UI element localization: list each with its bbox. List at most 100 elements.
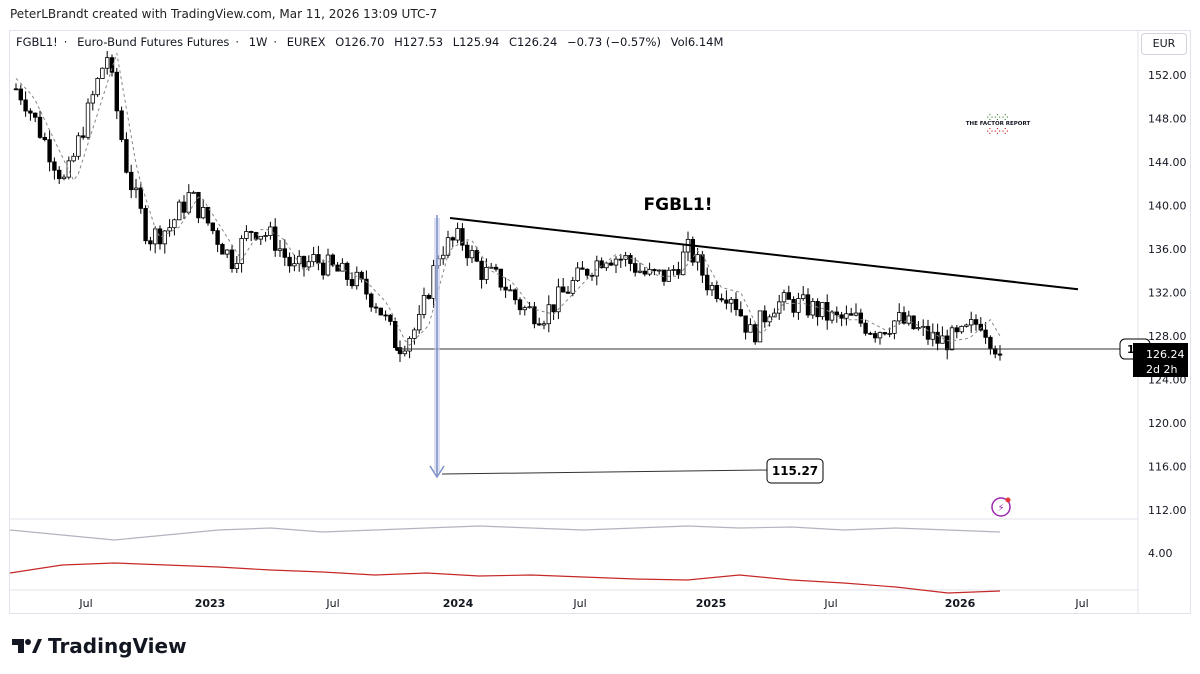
candle-body — [580, 267, 585, 270]
candle-body — [128, 171, 134, 191]
x-tick-label: Jul — [325, 597, 339, 610]
y-tick-label: 112.00 — [1148, 504, 1187, 517]
candle-body — [863, 322, 868, 334]
legend-close: C126.24 — [509, 35, 558, 49]
candle-body — [388, 314, 393, 322]
candle-body — [52, 161, 57, 171]
candle-body — [647, 269, 652, 275]
candle-body — [61, 176, 67, 180]
x-tick-label: Jul — [1074, 597, 1088, 610]
candle-body — [215, 230, 220, 245]
candle-body — [594, 260, 599, 277]
candle-body — [561, 286, 566, 293]
candle-body — [796, 298, 801, 313]
candle-body — [200, 207, 206, 219]
candle-body — [815, 300, 820, 318]
chart-credit: PeterLBrandt created with TradingView.co… — [10, 7, 438, 21]
candle-body — [311, 254, 316, 263]
tradingview-logo-icon — [12, 639, 42, 653]
candle-body — [633, 263, 638, 273]
x-tick-label: 2025 — [696, 597, 727, 610]
candle-body — [801, 294, 806, 299]
candle-body — [642, 270, 647, 275]
candle-body — [877, 332, 883, 339]
candle-body — [210, 222, 215, 232]
candle-body — [829, 311, 835, 321]
candle-body — [81, 135, 86, 138]
candle-body — [176, 201, 182, 221]
candle-body — [450, 237, 455, 241]
candle-body — [964, 324, 969, 327]
candle-body — [325, 254, 331, 276]
candle-body — [853, 312, 859, 316]
x-tick-label: Jul — [823, 597, 837, 610]
candle-body — [23, 99, 28, 112]
candle-body — [28, 110, 33, 114]
candle-body — [196, 191, 201, 219]
candle-body — [148, 240, 153, 245]
candle-body — [839, 314, 844, 319]
legend-low: L125.94 — [452, 35, 500, 49]
candle-body — [810, 300, 815, 316]
candle-body — [575, 267, 580, 281]
candle-body — [316, 254, 321, 264]
candle-body — [901, 312, 907, 324]
candle-body — [695, 254, 700, 263]
candle-body — [949, 327, 955, 351]
y-tick-label: 116.00 — [1148, 461, 1187, 474]
last-price-badge — [1133, 343, 1188, 377]
candle-body — [344, 262, 350, 280]
legend-name: Euro-Bund Futures Futures — [77, 35, 230, 49]
candle-body — [508, 289, 513, 292]
candle-body — [681, 251, 686, 276]
currency-button[interactable]: EUR — [1141, 33, 1187, 55]
indicator-gray-line — [9, 525, 1001, 541]
candle-body — [301, 255, 307, 268]
candle-body — [479, 260, 484, 280]
candle-body — [263, 235, 268, 237]
candle-body — [781, 292, 787, 303]
candle-body — [916, 327, 921, 330]
candle-body — [47, 139, 52, 163]
candle-body — [76, 135, 81, 157]
candle-body — [229, 249, 235, 270]
candle-body — [628, 255, 633, 264]
candle-body — [729, 298, 734, 304]
candle-body — [378, 307, 383, 316]
candle-body — [105, 57, 110, 69]
tradingview-logo[interactable]: TradingView — [12, 634, 187, 658]
candle-body — [925, 325, 931, 340]
candle-body — [719, 298, 724, 301]
candle-body — [945, 335, 950, 351]
target-label-box — [766, 458, 824, 484]
candle-body — [426, 295, 431, 299]
candle-body — [887, 332, 892, 335]
candle-body — [220, 243, 225, 255]
candle-body — [13, 88, 19, 91]
candle-body — [95, 78, 100, 96]
candle-body — [978, 323, 983, 331]
legend-open: O126.70 — [335, 35, 385, 49]
candle-body — [733, 298, 739, 310]
candle-body — [700, 254, 705, 276]
target-label: 115.27 — [772, 464, 818, 478]
candle-body — [849, 313, 854, 316]
arrow-head-icon — [429, 465, 445, 479]
candle-body — [292, 263, 297, 267]
candle-body — [570, 280, 575, 294]
candle-body — [119, 110, 124, 140]
candle-body — [493, 266, 499, 270]
indicator-tick-label: 4.00 — [1148, 547, 1173, 560]
candle-body — [671, 269, 676, 271]
y-tick-label: 128.00 — [1148, 330, 1187, 343]
y-tick-label: 136.00 — [1148, 243, 1187, 256]
candle-body — [205, 207, 211, 224]
legend-symbol[interactable]: FGBL1! — [16, 35, 58, 49]
candle-body — [714, 285, 719, 300]
candle-body — [440, 254, 446, 260]
candle-body — [100, 67, 105, 79]
candle-body — [340, 262, 345, 272]
candle-body — [743, 315, 748, 333]
candle-body — [109, 57, 115, 73]
